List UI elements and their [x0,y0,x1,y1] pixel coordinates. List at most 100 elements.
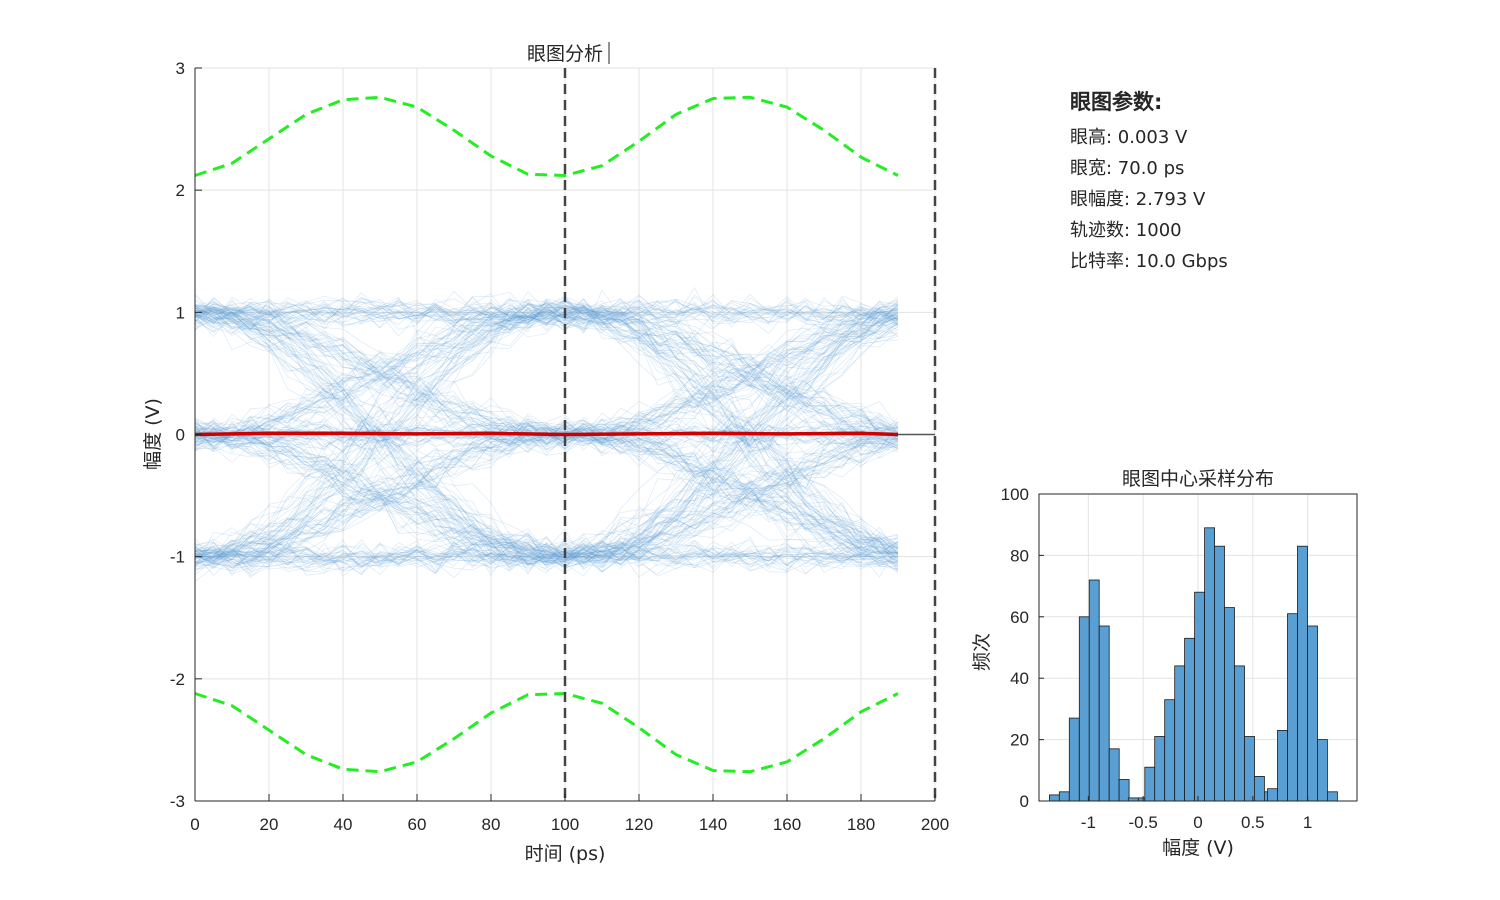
histogram-bar [1194,591,1205,802]
eye-trace [194,306,899,566]
eye-trace [194,310,899,447]
histogram-bar [1204,527,1215,802]
eye-trace [194,430,899,575]
main-x-tick-label: 160 [773,815,801,834]
eye-trace [194,296,899,562]
eye-trace [194,318,899,567]
eye-trace [194,418,899,451]
eye-trace [194,298,899,331]
histogram-bar [1254,776,1265,802]
eye-trace [194,309,899,568]
eye-trace [194,427,899,573]
eye-trace [194,438,899,575]
eye-trace [194,294,899,439]
eye-trace [194,433,899,572]
histogram-bar [1297,545,1308,802]
histogram-bar [1049,794,1060,802]
eye-trace [194,541,899,573]
eye-trace [194,326,899,564]
eye-trace [194,298,899,562]
eye-trace [194,439,899,576]
eye-trace [194,295,899,338]
main-y-tick-label: 1 [176,303,185,322]
main-x-tick-label: 20 [260,815,279,834]
eye-trace [194,300,899,442]
eye-trace [194,306,899,451]
eye-trace [194,315,899,453]
eye-trace [194,309,899,445]
eye-trace [194,304,899,451]
histogram-bar [1068,717,1080,802]
main-x-tick-label: 60 [408,815,427,834]
eye-trace [194,540,899,568]
eye-parameters-panel: 眼图参数: 眼高: 0.003 V 眼宽: 70.0 ps 眼幅度: 2.793… [1070,86,1228,277]
eye-trace [194,311,899,562]
histogram-bar [1154,736,1166,802]
eye-trace [194,301,899,451]
eye-trace [194,293,899,331]
histogram-bar [1058,791,1070,802]
eye-trace [194,541,899,577]
eye-trace [194,290,899,546]
param-trace-count: 轨迹数: 1000 [1070,220,1182,241]
hist-y-axis-label: 频次 [971,633,993,671]
eye-trace [194,295,899,574]
hist-y-tick-label: 40 [1010,669,1029,688]
hist-x-tick-label: 0 [1193,813,1202,832]
eye-trace [194,313,899,559]
hist-axes [1038,493,1358,802]
eye-trace [194,430,898,567]
eye-trace [194,319,899,566]
eye-trace [194,298,899,440]
eye-trace [194,305,899,557]
eye-trace [194,303,899,554]
eye-trace [194,297,899,556]
main-x-tick-label: 180 [847,815,875,834]
eye-trace [194,314,899,574]
eye-trace [194,331,899,573]
eye-trace [194,541,899,577]
eye-trace [194,309,899,566]
eye-trace [194,330,899,575]
histogram-bar [1214,545,1225,802]
upper-envelope-line [194,95,899,178]
eye-trace [194,314,899,551]
eye-trace [194,295,899,440]
eye-trace [194,425,899,565]
eye-trace [194,317,899,558]
eye-trace [194,301,899,437]
eye-trace [194,420,899,582]
eye-trace [194,423,899,559]
eye-trace [194,424,899,561]
eye-trace [194,415,899,454]
histogram-bar [1224,607,1235,802]
eye-trace [194,304,899,577]
eye-trace [194,300,899,561]
eye-trace [194,299,899,543]
eye-trace [194,425,899,575]
eye-trace [194,310,899,571]
eye-trace [194,298,899,560]
eye-trace [194,433,899,568]
histogram-bar [1144,766,1156,802]
eye-trace [194,329,899,453]
eye-trace [194,311,899,565]
param-eye-width: 眼宽: 70.0 ps [1070,158,1185,179]
eye-trace [194,309,899,566]
eye-trace [194,302,899,444]
eye-trace [194,299,899,557]
hist-y-tick-label: 20 [1010,731,1029,750]
eye-trace [194,540,899,574]
hist-y-tick-label: 60 [1010,608,1029,627]
eye-trace [194,299,899,554]
hist-y-tick-labels: 100 80 60 40 20 0 [1001,485,1029,811]
eye-trace [194,315,899,566]
eye-trace [194,289,899,570]
eye-trace [194,312,899,565]
hist-x-axis-label: 幅度 (V) [1162,837,1234,859]
eye-trace [194,313,899,566]
histogram-bar [1108,748,1120,802]
hist-x-tick-labels: -1 -0.5 0 0.5 1 [1081,813,1313,832]
eye-trace [194,303,899,558]
